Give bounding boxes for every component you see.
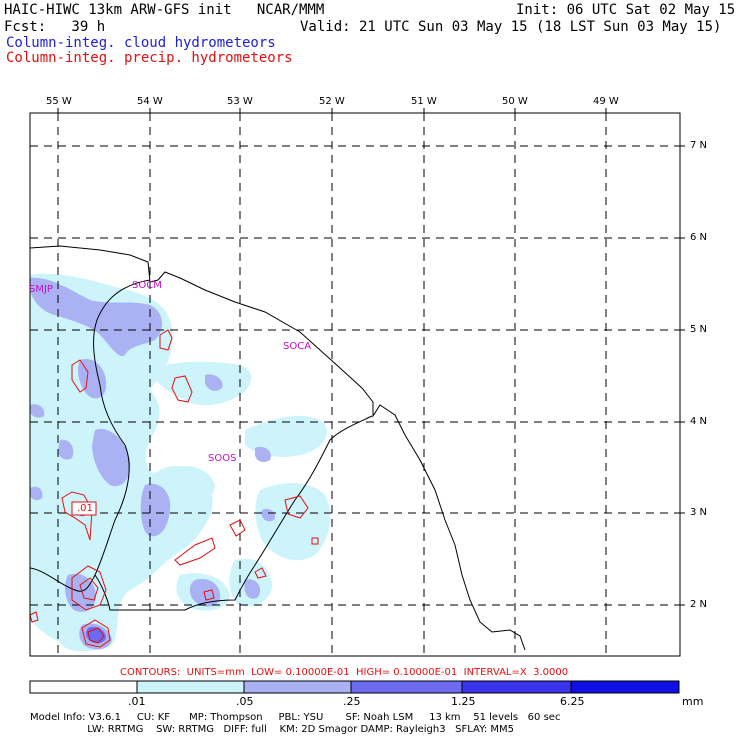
legend-label-0: .01 xyxy=(128,695,146,708)
contour-value-label: .01 xyxy=(77,503,93,514)
lat-label-5n: 5 N xyxy=(690,324,708,335)
field-cloud-label: Column-integ. cloud hydrometeors xyxy=(6,35,276,51)
station-soos: SOOS xyxy=(208,453,237,464)
station-socm: SOCM xyxy=(132,280,162,291)
plot-title: HAIC-HIWC 13km ARW-GFS init NCAR/MMM xyxy=(4,2,325,18)
lat-label-4n: 4 N xyxy=(690,416,708,427)
legend-swatch-0 xyxy=(29,680,138,694)
coastline-borders xyxy=(30,245,526,651)
field-precip-label: Column-integ. precip. hydrometeors xyxy=(6,50,293,66)
station-smjp: SMJP xyxy=(29,284,53,295)
map-frame xyxy=(29,112,681,657)
lon-label-55w: 55 W xyxy=(46,96,72,107)
init-time: Init: 06 UTC Sat 02 May 15 xyxy=(516,2,736,18)
legend-swatch-2 xyxy=(243,680,352,694)
lat-label-2n: 2 N xyxy=(690,599,708,610)
model-info-line1: Model Info: V3.6.1 CU: KF MP: Thompson P… xyxy=(30,712,561,723)
lat-label-7n: 7 N xyxy=(690,140,708,151)
lon-label-54w: 54 W xyxy=(137,96,163,107)
cloud-medium-patches xyxy=(30,277,276,650)
station-soca: SOCA xyxy=(283,341,312,352)
precip-contours xyxy=(29,329,319,648)
lon-label-49w: 49 W xyxy=(593,96,619,107)
axis-ticks xyxy=(57,108,685,606)
legend-swatch-1 xyxy=(136,680,245,694)
lat-lon-grid xyxy=(30,113,680,656)
legend-label-1: .05 xyxy=(236,695,254,708)
legend-swatch-5 xyxy=(570,680,680,694)
legend-label-3: 1.25 xyxy=(451,695,476,708)
valid-time: Valid: 21 UTC Sun 03 May 15 (18 LST Sun … xyxy=(300,19,722,35)
contours-info: CONTOURS: UNITS=mm LOW= 0.10000E-01 HIGH… xyxy=(120,667,569,678)
model-info-line2: LW: RRTMG SW: RRTMG DIFF: full KM: 2D Sm… xyxy=(30,724,515,735)
legend-label-4: 6.25 xyxy=(560,695,585,708)
legend-label-2: .25 xyxy=(343,695,361,708)
legend-units: mm xyxy=(682,695,704,708)
lon-label-53w: 53 W xyxy=(227,96,253,107)
legend-swatch-3 xyxy=(350,680,463,694)
lon-label-50w: 50 W xyxy=(502,96,528,107)
lon-label-51w: 51 W xyxy=(411,96,437,107)
forecast-hour: Fcst: 39 h xyxy=(4,19,106,35)
legend-swatch-4 xyxy=(461,680,572,694)
lat-label-3n: 3 N xyxy=(690,507,708,518)
lon-label-52w: 52 W xyxy=(319,96,345,107)
lat-label-6n: 6 N xyxy=(690,232,708,243)
